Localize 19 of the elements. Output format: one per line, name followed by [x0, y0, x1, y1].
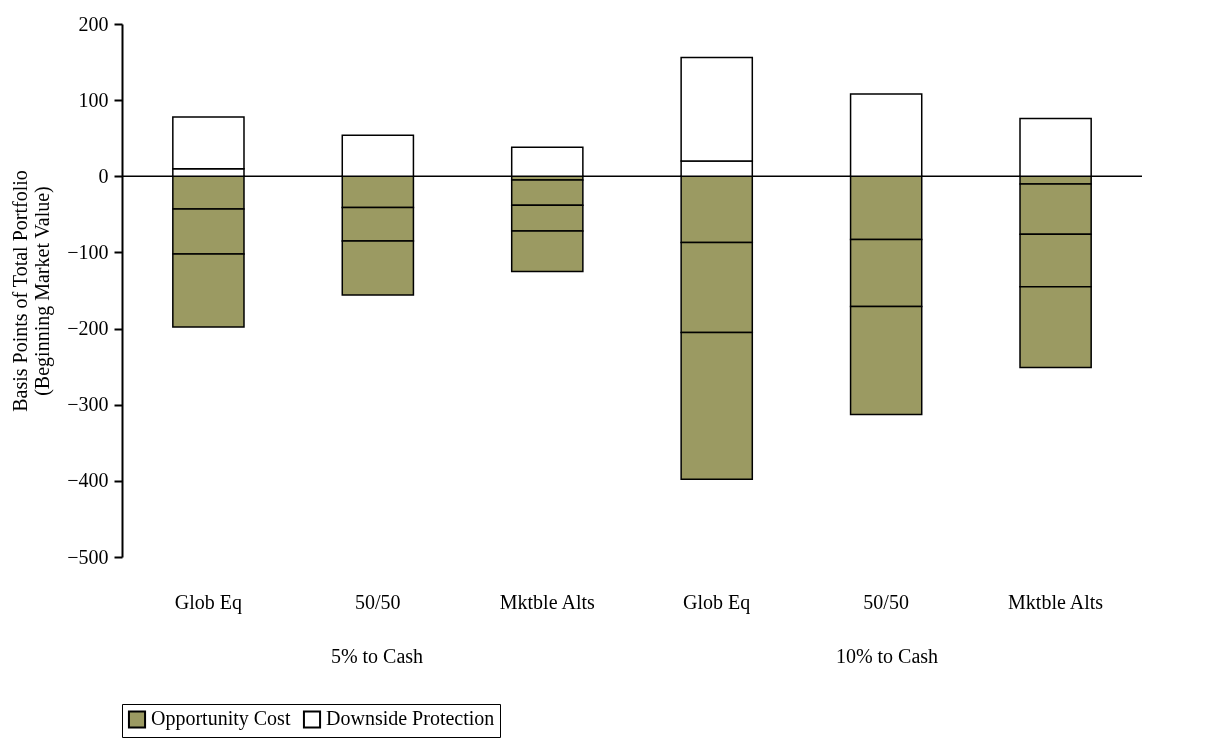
legend-label: Opportunity Cost — [151, 707, 291, 731]
y-tick-label: −100 — [67, 240, 109, 263]
y-tick-label: 100 — [78, 88, 109, 111]
x-tick-label: Mktble Alts — [499, 590, 595, 613]
y-tick-label: −300 — [67, 393, 109, 416]
text: 5% to Cash — [330, 645, 424, 667]
y-tick-label: 0 — [98, 164, 109, 187]
x-tick-label: Glob Eq — [683, 590, 751, 614]
legend-label: Downside Protection — [326, 707, 495, 730]
x-tick-label: Glob Eq — [174, 590, 243, 614]
x-tick-label: Mktble Alts — [1008, 590, 1104, 613]
y-tick-label: −200 — [67, 317, 109, 340]
text: 10% to Cash — [835, 645, 939, 667]
y-tick-label: −500 — [67, 545, 109, 568]
x-tick-label: 50/50 — [863, 590, 909, 613]
y-tick-label: −400 — [67, 469, 109, 492]
y-tick-label: 200 — [78, 12, 109, 35]
x-tick-label: 50/50 — [355, 590, 401, 613]
y-axis-title: Basis Points of Total Portfolio (Beginning Market Value) — [9, 170, 55, 412]
